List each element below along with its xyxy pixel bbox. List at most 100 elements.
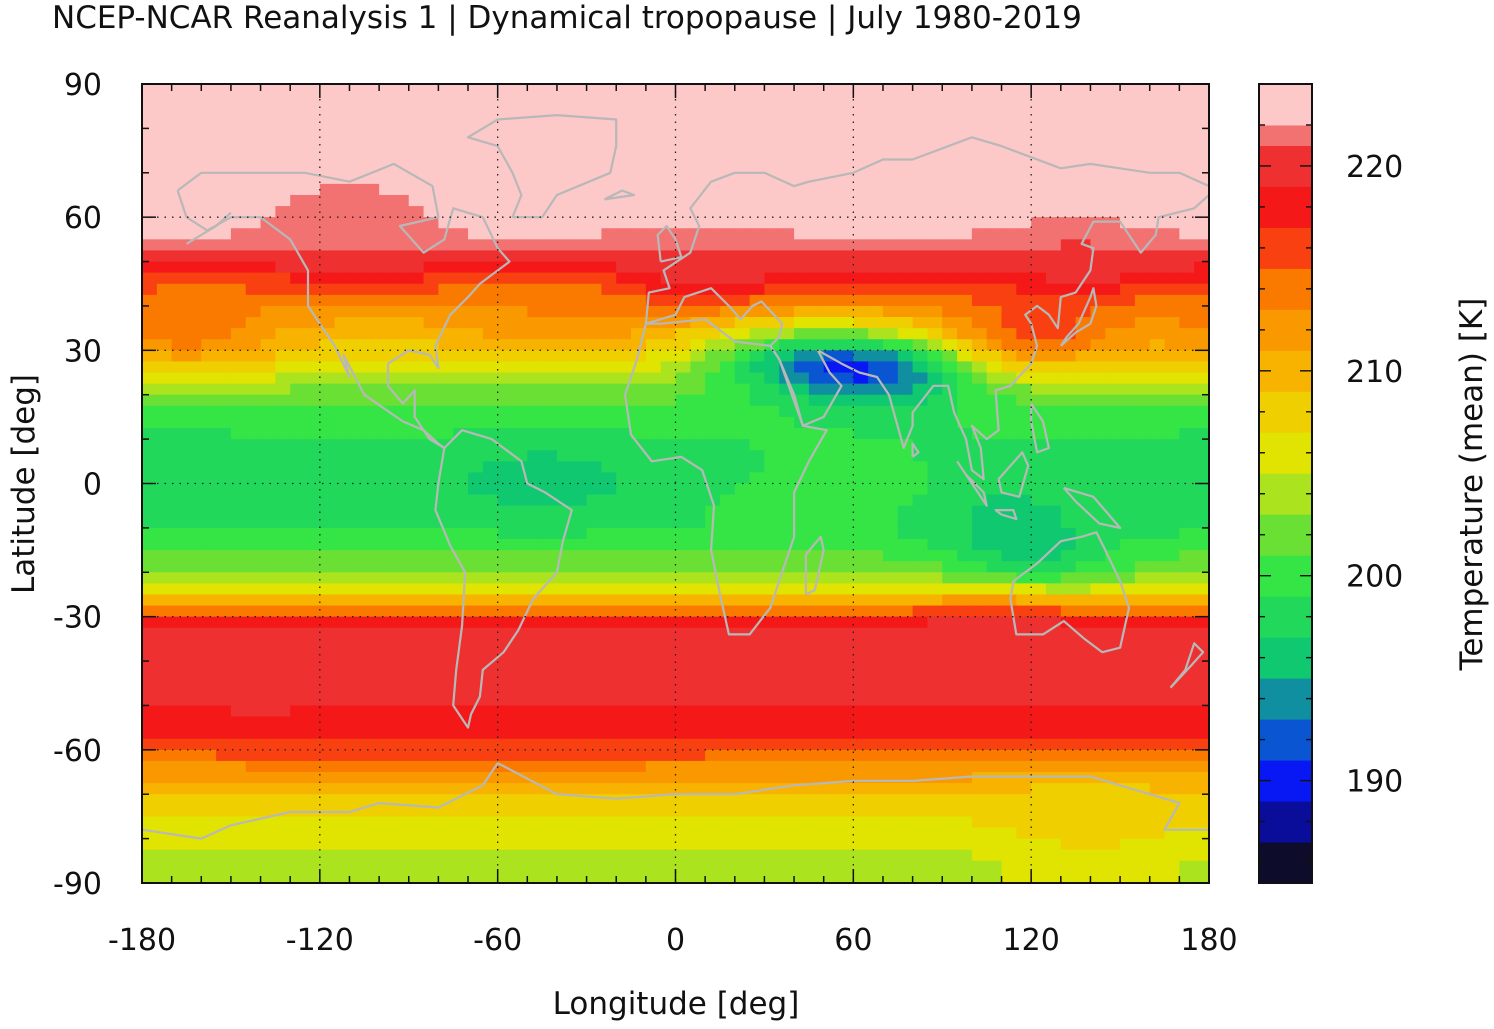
heatmap-cell xyxy=(645,472,662,485)
heatmap-cell xyxy=(1179,583,1195,596)
heatmap-cell xyxy=(275,150,291,163)
heatmap-cell xyxy=(260,305,276,318)
heatmap-cell xyxy=(334,239,351,252)
heatmap-cell xyxy=(853,294,869,307)
heatmap-cell xyxy=(616,339,632,351)
heatmap-cell xyxy=(631,827,647,840)
heatmap-cell xyxy=(1016,383,1032,396)
heatmap-cell xyxy=(408,450,425,462)
heatmap-cell xyxy=(186,461,202,474)
heatmap-cell xyxy=(1045,372,1062,385)
heatmap-cell xyxy=(527,294,543,307)
heatmap-cell xyxy=(1001,616,1017,629)
heatmap-cell xyxy=(1149,672,1166,684)
heatmap-cell xyxy=(305,716,321,729)
heatmap-cell xyxy=(690,439,706,451)
heatmap-cell xyxy=(957,339,973,351)
heatmap-cell xyxy=(290,106,306,118)
heatmap-cell xyxy=(897,749,914,762)
heatmap-cell xyxy=(556,505,573,518)
heatmap-cell xyxy=(1060,605,1077,618)
heatmap-cell xyxy=(142,461,158,474)
heatmap-cell xyxy=(1001,305,1017,318)
heatmap-cell xyxy=(927,95,943,107)
heatmap-cell xyxy=(749,84,766,96)
heatmap-cell xyxy=(201,305,217,318)
heatmap-cell xyxy=(808,738,825,751)
heatmap-cell xyxy=(512,683,528,695)
heatmap-cell xyxy=(201,705,217,718)
heatmap-cell xyxy=(275,450,291,462)
heatmap-cell xyxy=(660,505,677,518)
heatmap-cell xyxy=(260,616,276,629)
heatmap-cell xyxy=(882,328,899,340)
heatmap-cell xyxy=(1164,727,1180,740)
heatmap-cell xyxy=(586,428,602,440)
heatmap-cell xyxy=(897,183,914,196)
heatmap-cell xyxy=(453,849,469,862)
heatmap-cell xyxy=(260,516,276,529)
heatmap-cell xyxy=(1149,783,1166,795)
heatmap-cell xyxy=(1105,228,1121,240)
heatmap-cell xyxy=(882,816,899,829)
heatmap-cell xyxy=(542,483,558,496)
heatmap-cell xyxy=(868,283,884,296)
heatmap-cell xyxy=(364,572,380,584)
heatmap-cell xyxy=(705,339,721,351)
heatmap-cell xyxy=(601,583,617,596)
heatmap-cell xyxy=(1031,683,1047,695)
heatmap-cell xyxy=(927,661,943,673)
heatmap-cell xyxy=(971,283,988,296)
heatmap-cell xyxy=(927,649,943,662)
heatmap-cell xyxy=(260,372,276,385)
heatmap-cell xyxy=(512,827,528,840)
heatmap-cell xyxy=(705,605,721,618)
heatmap-cell xyxy=(719,672,736,684)
heatmap-cell xyxy=(1090,694,1106,707)
heatmap-cell xyxy=(957,161,973,174)
heatmap-cell xyxy=(631,561,647,573)
heatmap-cell xyxy=(586,239,602,252)
heatmap-cell xyxy=(734,239,751,252)
heatmap-cell xyxy=(275,283,291,296)
heatmap-cell xyxy=(734,217,751,229)
heatmap-cell xyxy=(305,283,321,296)
heatmap-cell xyxy=(1001,405,1017,418)
heatmap-cell xyxy=(275,383,291,396)
heatmap-cell xyxy=(482,694,499,707)
heatmap-cell xyxy=(1090,194,1106,207)
heatmap-cell xyxy=(631,206,647,218)
heatmap-cell xyxy=(468,738,484,751)
heatmap-cell xyxy=(660,228,677,240)
heatmap-cell xyxy=(1194,217,1209,229)
heatmap-cell xyxy=(853,450,869,462)
heatmap-cell xyxy=(527,672,543,684)
heatmap-cell xyxy=(571,816,588,829)
heatmap-cell xyxy=(868,483,884,496)
heatmap-cell xyxy=(290,228,306,240)
heatmap-cell xyxy=(660,627,677,640)
heatmap-cell xyxy=(749,305,766,318)
heatmap-cell xyxy=(275,183,291,196)
heatmap-cell xyxy=(1075,328,1092,340)
heatmap-cell xyxy=(275,416,291,429)
heatmap-cell xyxy=(230,450,247,462)
heatmap-cell xyxy=(1090,705,1106,718)
heatmap-cell xyxy=(882,405,899,418)
heatmap-cell xyxy=(408,550,425,562)
heatmap-cell xyxy=(230,494,247,507)
heatmap-cell xyxy=(942,627,958,640)
heatmap-cell xyxy=(527,461,543,474)
heatmap-cell xyxy=(705,805,721,818)
heatmap-cell xyxy=(690,572,706,584)
heatmap-cell xyxy=(586,550,602,562)
heatmap-cell xyxy=(230,239,247,252)
heatmap-cell xyxy=(379,705,395,718)
heatmap-cell xyxy=(216,261,232,274)
heatmap-cell xyxy=(749,172,766,185)
heatmap-cell xyxy=(171,705,188,718)
heatmap-cell xyxy=(1179,483,1195,496)
heatmap-cell xyxy=(1060,727,1077,740)
heatmap-cell xyxy=(171,816,188,829)
heatmap-cell xyxy=(838,749,854,762)
